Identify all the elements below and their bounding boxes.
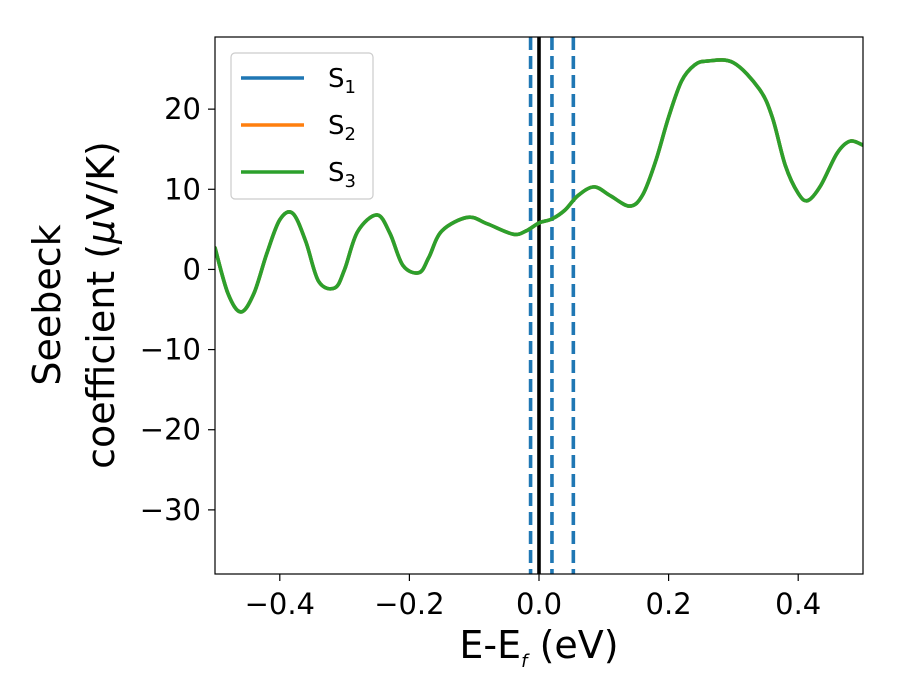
x-tick-label: −0.4: [245, 587, 315, 621]
x-ticks: −0.4 −0.2 0.0 0.2 0.4: [245, 574, 821, 621]
y-tick-label: 20: [164, 92, 201, 126]
legend-label-s3: S3: [328, 158, 356, 192]
x-tick-label: −0.2: [374, 587, 444, 621]
legend-label-s1: S1: [328, 64, 356, 98]
y-axis-label: Seebeck coefficient (μV/K): [25, 141, 123, 469]
y-tick-label: −30: [140, 493, 201, 527]
y-tick-label: −20: [140, 413, 201, 447]
legend: S1 S2 S3: [230, 52, 374, 200]
vertical-lines: [528, 37, 576, 574]
legend-label-s2: S2: [328, 111, 356, 145]
y-tick-label: 10: [164, 172, 201, 206]
y-ticks: 20 10 0 −10 −20 −30: [140, 92, 215, 527]
x-tick-label: 0.4: [775, 587, 821, 621]
y-tick-label: −10: [140, 333, 201, 367]
x-tick-label: 0.2: [646, 587, 692, 621]
y-axis-label-line2: coefficient (μV/K): [79, 141, 123, 469]
y-tick-label: 0: [183, 252, 201, 286]
x-tick-label: 0.0: [516, 587, 562, 621]
y-axis-label-line1: Seebeck: [25, 224, 69, 385]
series-line-s3: [215, 58, 863, 314]
x-axis-label: E-Ef (eV): [459, 623, 618, 672]
series-lines: [215, 58, 863, 314]
